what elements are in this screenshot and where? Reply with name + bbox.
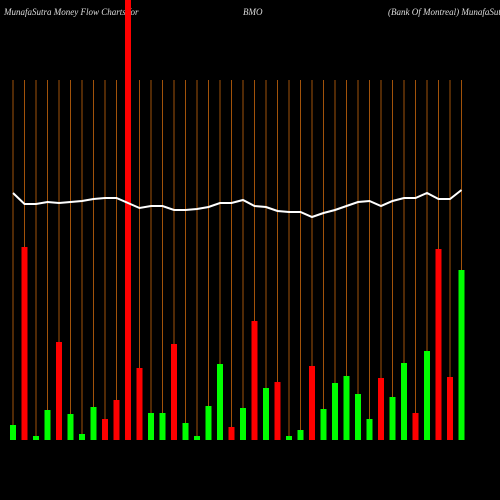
bar [366,419,373,440]
bar [136,368,143,440]
bar [274,382,281,440]
bar [401,363,407,440]
bar [125,0,131,440]
bar [194,436,200,440]
bar [56,342,62,440]
bar [102,419,108,440]
bar [435,249,442,440]
bar [251,321,258,440]
bars [10,0,465,440]
bar [297,430,304,440]
bar [378,378,384,440]
bar [424,351,430,440]
bar [355,394,361,440]
bar [148,413,154,440]
chart-title: MunafaSutra Money Flow Charts for [3,7,139,17]
bar [44,410,51,440]
bar [113,400,120,440]
bar [343,376,350,440]
bar [182,423,189,440]
bar [309,366,315,440]
bar [79,434,85,440]
bar [447,377,453,440]
money-flow-line [12,189,463,219]
bar [240,408,246,440]
bar [286,436,292,440]
bar [228,427,235,440]
bar [458,270,465,440]
bar [263,388,269,440]
bar [10,425,16,440]
bar [389,397,396,440]
bar [412,413,419,440]
chart-title-company: (Bank Of Montreal) MunafaSutra.com [388,7,500,17]
bar [217,364,223,440]
bar [171,344,177,440]
bar [90,407,97,440]
bar [205,406,212,440]
grid [12,80,462,440]
bar [21,247,28,440]
bar [159,413,166,440]
bar [320,409,327,440]
bar [332,383,338,440]
bar [33,436,39,440]
bar [67,414,74,440]
chart-title-symbol: BMO [243,7,263,17]
